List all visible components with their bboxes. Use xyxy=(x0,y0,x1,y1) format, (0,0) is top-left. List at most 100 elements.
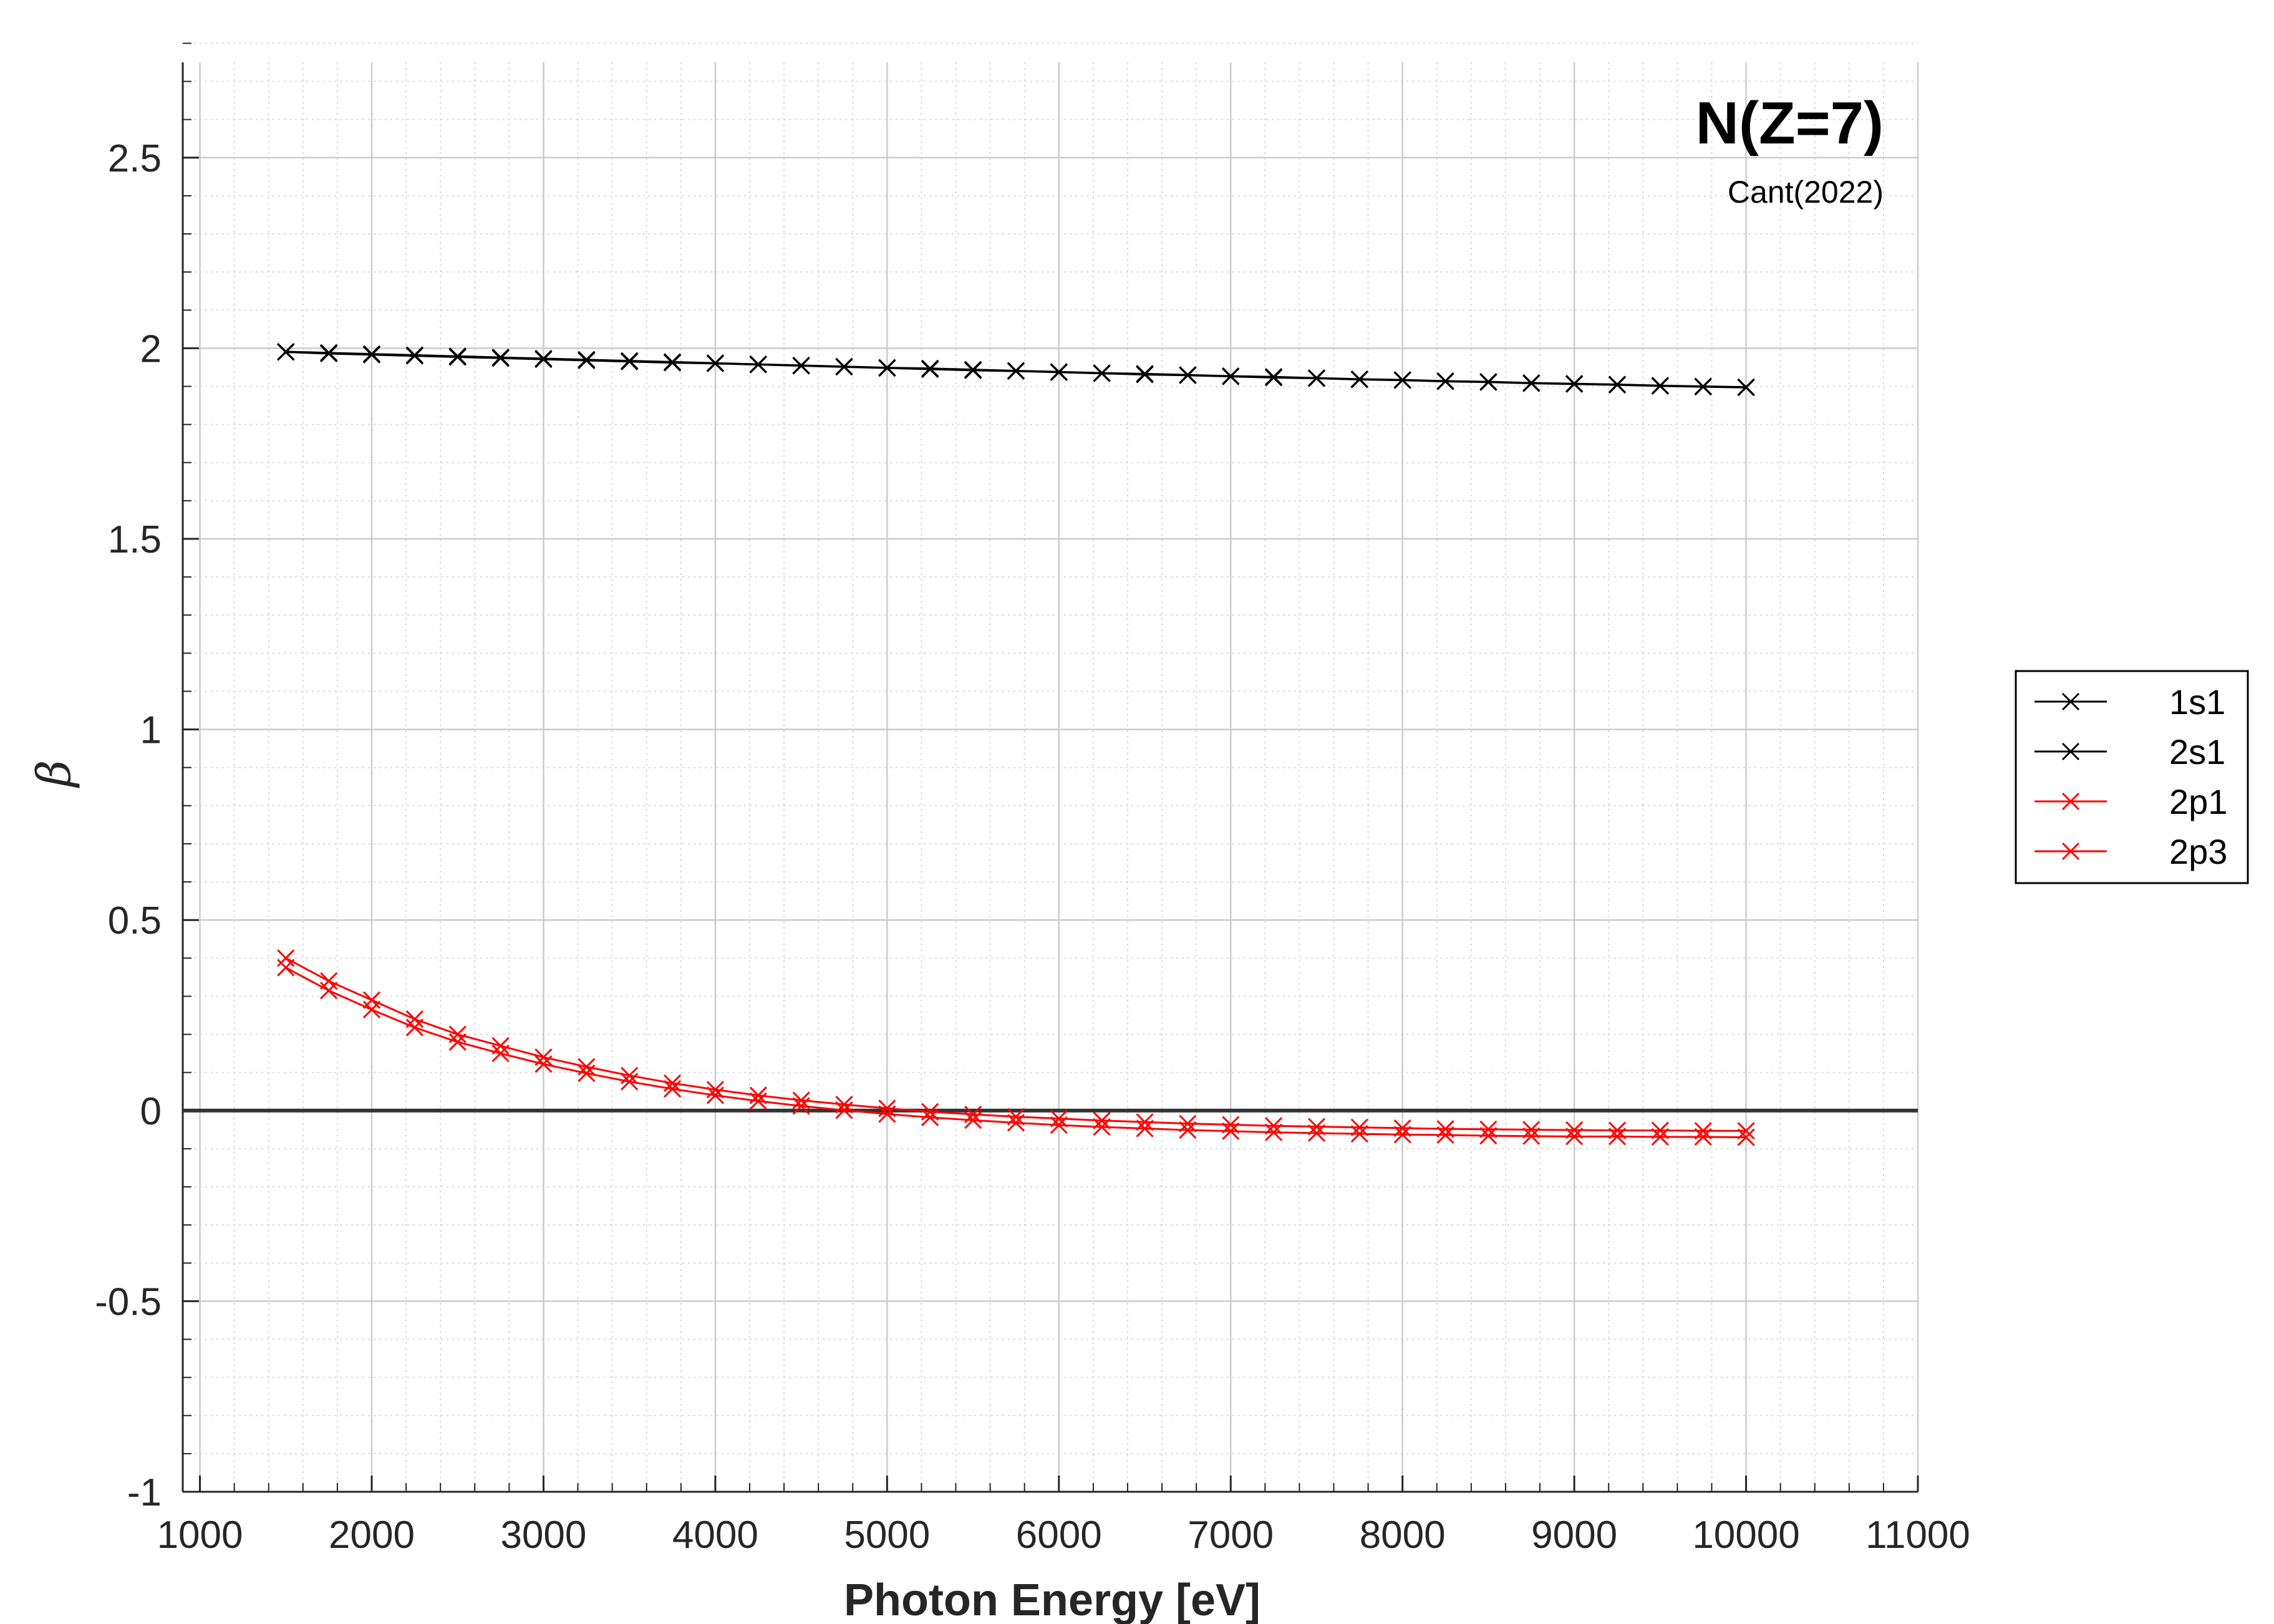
data-point-2s1 xyxy=(878,359,896,377)
data-point-2p3 xyxy=(1350,1125,1368,1143)
data-point-2p3 xyxy=(1737,1128,1755,1146)
data-point-2p3 xyxy=(448,1033,467,1051)
data-point-2p1 xyxy=(1522,1121,1541,1139)
data-point-2s1 xyxy=(964,360,982,379)
x-tick-label: 11000 xyxy=(1865,1514,1970,1557)
data-point-2s1 xyxy=(1393,371,1411,389)
legend-entry-2s1: 2s1 xyxy=(2035,732,2225,771)
data-point-2p3 xyxy=(835,1101,853,1119)
data-point-2s1 xyxy=(1350,370,1368,388)
legend-entry-2p3: 2p3 xyxy=(2035,832,2227,871)
data-point-2s1 xyxy=(1608,375,1627,394)
data-point-2s1 xyxy=(706,354,724,372)
data-point-2p3 xyxy=(1136,1119,1154,1138)
y-tick-label: 0.5 xyxy=(108,899,162,942)
data-point-2s1 xyxy=(1522,374,1541,392)
data-point-2p3 xyxy=(1608,1128,1627,1146)
data-point-2p3 xyxy=(1050,1116,1068,1134)
data-point-2p3 xyxy=(578,1064,596,1082)
x-tick-label: 9000 xyxy=(1531,1514,1617,1557)
data-point-2p3 xyxy=(1222,1122,1240,1140)
data-point-2p3 xyxy=(362,1000,381,1018)
data-point-2p3 xyxy=(1565,1128,1584,1146)
data-point-2p1 xyxy=(1565,1121,1584,1139)
data-point-2s1 xyxy=(663,353,682,371)
data-point-2p3 xyxy=(706,1086,724,1104)
y-tick-label: 0 xyxy=(140,1090,162,1133)
data-point-2s1 xyxy=(491,349,510,367)
data-point-2s1 xyxy=(1007,362,1025,380)
x-tick-label: 10000 xyxy=(1692,1514,1799,1557)
data-point-2s1 xyxy=(1179,366,1197,384)
x-tick-label: 4000 xyxy=(672,1514,758,1557)
chart-subtitle: Cant(2022) xyxy=(1728,175,1884,210)
series-2s1 xyxy=(277,342,1755,396)
tick-labels: 1000 2000 3000 4000 5000 6000 7000 8000 9000 1000… xyxy=(95,137,1970,1557)
data-point-2s1 xyxy=(621,352,639,370)
data-point-2p3 xyxy=(320,982,338,1000)
data-point-2p3 xyxy=(964,1111,982,1129)
data-point-2s1 xyxy=(1479,373,1497,391)
x-tick-label: 6000 xyxy=(1016,1514,1102,1557)
data-point-2p3 xyxy=(663,1080,682,1098)
data-point-2s1 xyxy=(1093,364,1111,382)
axes xyxy=(181,42,1919,1493)
legend-entry-2p1: 2p1 xyxy=(2035,782,2227,821)
data-point-2p3 xyxy=(535,1055,553,1073)
legend-marker-1s1 xyxy=(2061,692,2080,711)
data-point-2p3 xyxy=(621,1073,639,1091)
data-point-2s1 xyxy=(792,356,810,374)
x-tick-label: 2000 xyxy=(329,1514,415,1557)
data-point-2p3 xyxy=(749,1092,767,1110)
legend-marker-2s1 xyxy=(2061,742,2080,761)
x-tick-label: 8000 xyxy=(1360,1514,1446,1557)
data-point-2p3 xyxy=(1265,1123,1283,1141)
data-point-2s1 xyxy=(749,355,767,374)
legend-marker-2p1 xyxy=(2061,792,2080,811)
data-point-2s1 xyxy=(277,342,295,360)
data-point-2s1 xyxy=(578,350,596,369)
data-point-2p3 xyxy=(1393,1126,1411,1144)
data-point-2p1 xyxy=(1737,1122,1755,1140)
legend-label-1s1: 1s1 xyxy=(2169,682,2225,722)
data-point-2p3 xyxy=(1093,1118,1111,1136)
data-point-2p1 xyxy=(1479,1120,1497,1138)
y-tick-label: 1.5 xyxy=(108,518,162,561)
data-point-2s1 xyxy=(1565,375,1584,393)
data-point-2s1 xyxy=(535,349,553,367)
data-point-2s1 xyxy=(1136,365,1154,383)
legend-label-2p3: 2p3 xyxy=(2169,832,2227,871)
series-layer xyxy=(277,342,1755,1146)
data-point-2p3 xyxy=(405,1018,423,1037)
data-point-2p1 xyxy=(1393,1119,1411,1137)
x-tick-label: 1000 xyxy=(157,1514,243,1557)
data-point-2p3 xyxy=(1479,1127,1497,1145)
y-tick-label: -1 xyxy=(127,1471,162,1514)
data-point-2s1 xyxy=(1436,372,1454,390)
y-tick-label: 2.5 xyxy=(108,137,162,180)
data-point-2p3 xyxy=(1007,1114,1025,1132)
data-point-2s1 xyxy=(405,346,423,364)
data-point-2p3 xyxy=(878,1105,896,1123)
data-point-2p3 xyxy=(921,1108,939,1126)
y-tick-label: -0.5 xyxy=(95,1280,162,1323)
x-tick-label: 3000 xyxy=(500,1514,586,1557)
data-point-2s1 xyxy=(1265,368,1283,386)
data-point-2s1 xyxy=(448,347,467,365)
legend-marker-2p3 xyxy=(2061,842,2080,861)
data-point-2p3 xyxy=(277,959,295,977)
y-tick-label: 1 xyxy=(140,709,162,752)
data-point-2s1 xyxy=(1651,377,1669,395)
legend-entry-1s1: 1s1 xyxy=(2035,682,2225,722)
data-point-2p3 xyxy=(1307,1124,1326,1142)
y-tick-label: 2 xyxy=(140,327,162,370)
data-point-2p3 xyxy=(491,1045,510,1063)
legend-label-2p1: 2p1 xyxy=(2169,782,2227,821)
legend: 1s1 2s1 2p1 2p3 xyxy=(2015,670,2249,884)
y-axis-label: β xyxy=(27,760,81,789)
data-point-2s1 xyxy=(1307,369,1326,387)
series-2p3 xyxy=(277,959,1755,1146)
data-point-2p1 xyxy=(1307,1118,1326,1136)
data-point-2p1 xyxy=(1350,1118,1368,1136)
